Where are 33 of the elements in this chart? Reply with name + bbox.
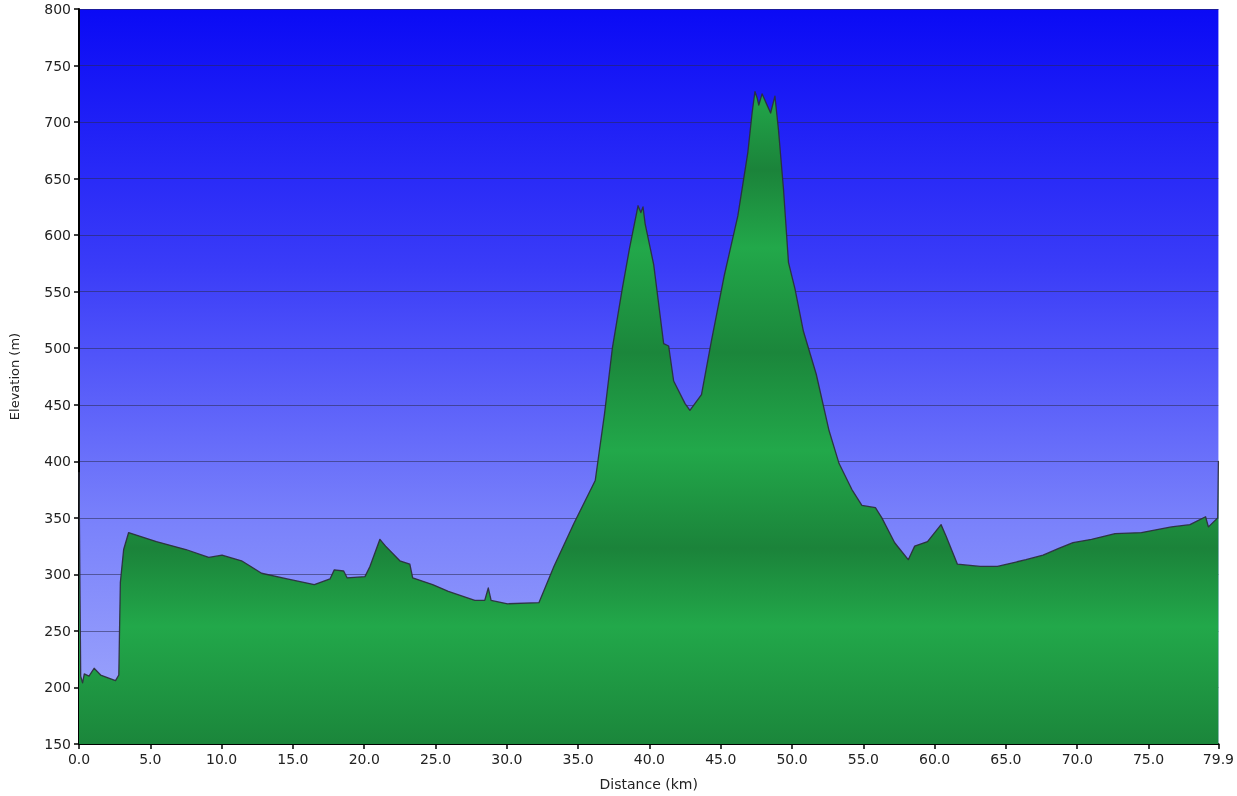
y-tick-label: 200 [44, 679, 71, 696]
x-tick-label: 15.0 [277, 751, 309, 767]
y-tick-label: 600 [44, 227, 71, 244]
x-axis-title: Distance (km) [599, 776, 698, 792]
y-tick-label: 650 [44, 170, 71, 187]
y-tick-label: 450 [44, 396, 71, 413]
x-tick-label: 35.0 [562, 751, 594, 767]
y-tick-label: 350 [44, 509, 71, 526]
x-tick-label: 55.0 [847, 751, 879, 767]
x-tick-label: 50.0 [776, 751, 808, 767]
x-tick-label: 45.0 [705, 751, 737, 767]
y-tick-label: 150 [44, 736, 71, 752]
x-tick-label: 79.9 [1202, 751, 1234, 767]
y-tick-label: 300 [44, 566, 71, 583]
y-tick-label: 550 [44, 283, 71, 300]
x-tick-label: 60.0 [919, 751, 951, 767]
y-tick-label: 800 [44, 1, 71, 17]
x-tick-label: 65.0 [990, 751, 1022, 767]
x-tick-label: 30.0 [491, 751, 523, 767]
x-tick-label: 20.0 [348, 751, 380, 767]
y-tick-label: 750 [44, 57, 71, 74]
x-tick-label: 5.0 [139, 751, 162, 767]
x-tick-label: 25.0 [419, 751, 452, 767]
y-tick-label: 700 [44, 114, 71, 131]
y-tick-label: 400 [44, 453, 71, 470]
x-tick-label: 10.0 [206, 751, 238, 767]
x-tick-label: 70.0 [1061, 751, 1093, 767]
y-axis-title: Elevation (m) [7, 332, 22, 421]
y-tick-label: 250 [44, 622, 71, 639]
x-tick-label: 0.0 [67, 751, 91, 767]
y-tick-label: 500 [44, 340, 71, 357]
x-tick-label: 40.0 [633, 751, 666, 767]
x-tick-label: 75.0 [1132, 751, 1165, 767]
